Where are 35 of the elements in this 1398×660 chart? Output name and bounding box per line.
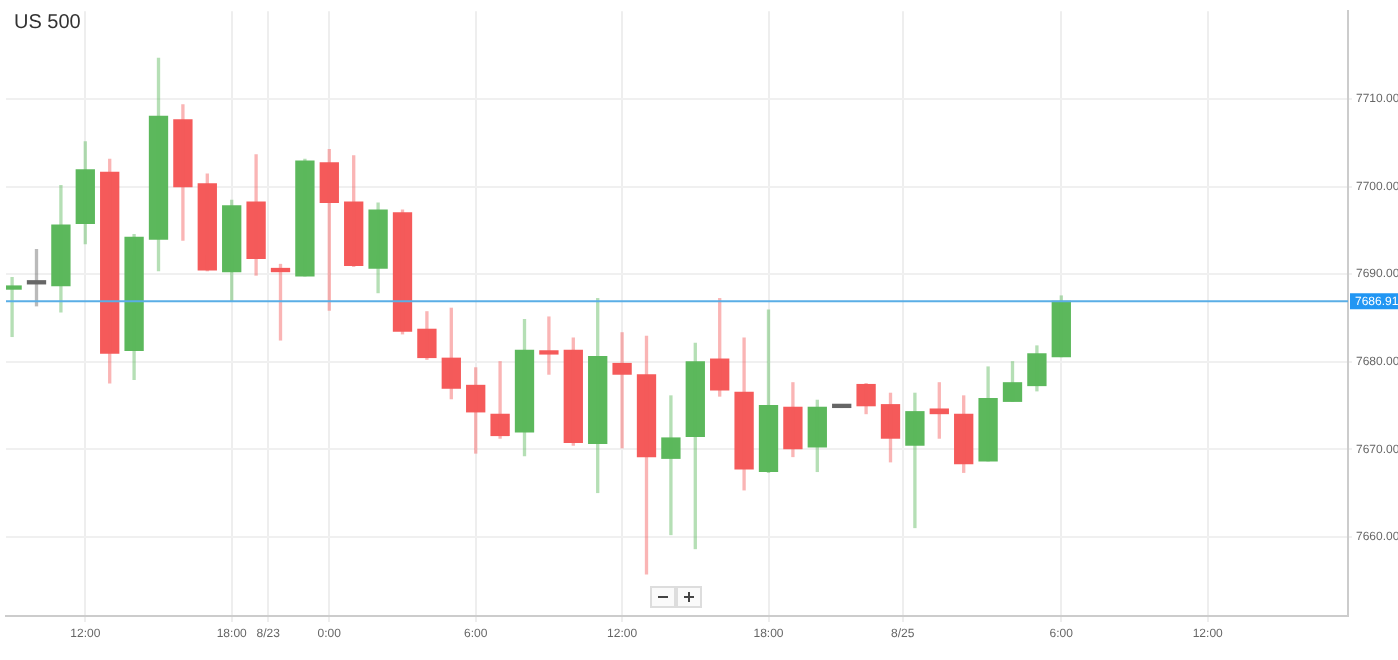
candlestick — [539, 316, 559, 375]
candlestick — [905, 392, 925, 529]
candlestick — [978, 366, 998, 462]
chart-title: US 500 — [14, 12, 81, 34]
candlestick — [295, 158, 315, 277]
candlestick — [197, 173, 217, 272]
candlestick — [148, 57, 169, 272]
candlestick — [636, 335, 657, 575]
candlestick — [1027, 345, 1047, 392]
candlestick — [51, 184, 71, 313]
candlestick — [441, 307, 461, 400]
candlestick — [344, 155, 364, 267]
candlestick — [466, 367, 486, 454]
candlestick — [661, 395, 681, 536]
candlestick — [368, 202, 388, 294]
candlestick — [929, 382, 949, 439]
candlestick — [880, 392, 901, 463]
candlestick — [100, 158, 120, 384]
candlestick — [758, 309, 779, 473]
candlestick — [734, 337, 754, 491]
candlestick — [856, 383, 876, 415]
candlestick — [807, 399, 827, 473]
candlestick — [1002, 361, 1023, 402]
candlestick — [514, 319, 535, 457]
candlestick — [685, 342, 705, 550]
candlestick — [783, 382, 803, 458]
candlestick — [75, 141, 95, 245]
candlestick — [563, 337, 583, 446]
candlestick — [417, 311, 437, 360]
candlestick — [173, 104, 193, 241]
candlestick — [612, 332, 632, 449]
candlestick — [246, 154, 266, 276]
candlestick — [954, 395, 974, 473]
candlestick — [490, 361, 510, 439]
candlestick — [124, 234, 144, 380]
